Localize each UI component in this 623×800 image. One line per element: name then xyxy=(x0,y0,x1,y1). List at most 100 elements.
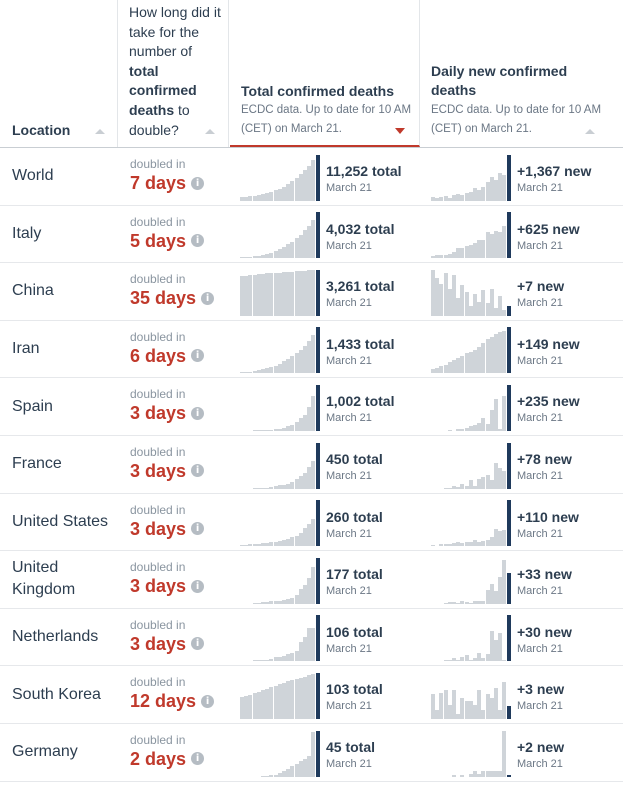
total-deaths-sparkline[interactable] xyxy=(240,613,320,662)
sparkline-bar-latest xyxy=(315,557,320,604)
sparkline-bar xyxy=(265,193,270,201)
total-deaths-count: 106 total xyxy=(326,623,383,640)
sort-up-icon[interactable] xyxy=(205,129,215,134)
info-icon[interactable]: i xyxy=(191,234,205,248)
sparkline-bar xyxy=(494,590,498,604)
daily-deaths-value: +149 new March 21 xyxy=(517,335,580,369)
total-deaths-count: 45 total xyxy=(326,738,376,755)
table-row[interactable]: Netherlands doubled in 3 days i 106 tota… xyxy=(0,609,623,667)
info-icon[interactable]: i xyxy=(201,291,215,305)
sparkline-bar-latest xyxy=(506,500,511,547)
total-deaths-sparkline[interactable] xyxy=(240,325,320,374)
daily-deaths-value: +78 new March 21 xyxy=(517,450,572,484)
sparkline-bar xyxy=(502,226,507,259)
total-deaths-sparkline[interactable] xyxy=(240,441,320,489)
total-deaths-count: 1,433 total xyxy=(326,335,395,352)
sparkline-bar xyxy=(277,272,282,316)
doubling-days: 12 days i xyxy=(130,689,215,713)
sparkline-bar xyxy=(261,254,265,259)
daily-deaths-sparkline[interactable] xyxy=(431,325,511,374)
table-row[interactable]: Italy doubled in 5 days i 4,032 total Ma… xyxy=(0,206,623,264)
column-header-doubling[interactable]: How long did it take for the number of t… xyxy=(119,0,229,147)
sparkline-bar xyxy=(502,659,507,662)
total-deaths-sparkline[interactable] xyxy=(240,153,320,201)
sparkline-bar xyxy=(477,601,482,604)
info-icon[interactable]: i xyxy=(191,522,205,536)
sparkline-bar xyxy=(447,253,452,259)
column-header-location[interactable]: Location xyxy=(0,0,118,147)
sparkline-bar-latest xyxy=(506,327,511,374)
total-deaths-sparkline[interactable] xyxy=(240,671,320,719)
table-row[interactable]: World doubled in 7 days i 11,252 total M… xyxy=(0,148,623,206)
daily-deaths-sparkline[interactable] xyxy=(431,613,511,662)
sparkline-bar xyxy=(460,774,465,777)
sparkline-bar xyxy=(290,241,295,259)
daily-deaths-date: March 21 xyxy=(517,412,563,425)
doubling-cell: doubled in 5 days i xyxy=(130,215,205,253)
sparkline-bar xyxy=(269,601,274,604)
sort-down-icon[interactable] xyxy=(395,128,405,134)
doubling-days: 3 days i xyxy=(130,517,205,541)
sparkline-bar-latest xyxy=(506,774,511,777)
table-row[interactable]: United Kingdom doubled in 3 days i 177 t… xyxy=(0,551,623,609)
total-deaths-sparkline[interactable] xyxy=(240,210,320,259)
info-icon[interactable]: i xyxy=(191,637,205,651)
table-row[interactable]: China doubled in 35 days i 3,261 total M… xyxy=(0,263,623,321)
table-row[interactable]: France doubled in 3 days i 450 total Mar… xyxy=(0,436,623,494)
total-deaths-sparkline[interactable] xyxy=(240,268,320,316)
sparkline-bar xyxy=(252,196,257,201)
table-row[interactable]: Spain doubled in 3 days i 1,002 total Ma… xyxy=(0,378,623,436)
column-header-daily-deaths[interactable]: Daily new confirmed deaths ECDC data. Up… xyxy=(421,0,623,147)
daily-deaths-sparkline[interactable] xyxy=(431,383,511,431)
sparkline-bar xyxy=(485,653,490,662)
sparkline-bar xyxy=(473,486,477,489)
table-row[interactable]: South Korea doubled in 12 days i 103 tot… xyxy=(0,666,623,724)
sparkline-bar xyxy=(431,693,435,719)
sort-up-icon[interactable] xyxy=(585,129,595,134)
sparkline-bar xyxy=(447,705,452,719)
sparkline-bar xyxy=(464,486,469,489)
sparkline-bar xyxy=(435,255,440,259)
table-row[interactable]: United States doubled in 3 days i 260 to… xyxy=(0,494,623,552)
sparkline-bar xyxy=(498,232,503,259)
daily-deaths-sparkline[interactable] xyxy=(431,268,511,316)
sparkline-bar xyxy=(248,694,253,719)
sparkline-bar xyxy=(311,160,316,201)
total-deaths-sparkline[interactable] xyxy=(240,729,320,777)
total-deaths-sparkline[interactable] xyxy=(240,556,320,604)
info-icon[interactable]: i xyxy=(191,349,205,363)
sparkline-bar xyxy=(473,350,477,374)
doubling-days-value: 2 days xyxy=(130,748,187,769)
sparkline-bar xyxy=(311,566,316,604)
daily-deaths-sparkline[interactable] xyxy=(431,441,511,489)
table-row[interactable]: Iran doubled in 6 days i 1,433 total Mar… xyxy=(0,321,623,379)
info-icon[interactable]: i xyxy=(191,579,205,593)
column-header-total-deaths[interactable]: Total confirmed deaths ECDC data. Up to … xyxy=(230,0,420,147)
info-icon[interactable]: i xyxy=(191,752,205,766)
sparkline-bar xyxy=(498,577,503,604)
sparkline-bar xyxy=(498,173,503,201)
info-icon[interactable]: i xyxy=(191,406,205,420)
sparkline-bar xyxy=(273,774,278,777)
daily-deaths-sparkline[interactable] xyxy=(431,498,511,547)
sparkline-bar xyxy=(286,243,291,259)
daily-deaths-sparkline[interactable] xyxy=(431,210,511,259)
sparkline-bar xyxy=(269,774,274,777)
doubled-in-label: doubled in xyxy=(130,444,186,459)
sparkline-bar xyxy=(473,601,477,604)
total-deaths-sparkline[interactable] xyxy=(240,498,320,547)
daily-header-subtitle: ECDC data. Up to date for 10 AM (CET) on… xyxy=(431,104,602,135)
doubling-days: 35 days i xyxy=(130,286,215,310)
daily-deaths-sparkline[interactable] xyxy=(431,556,511,604)
info-icon[interactable]: i xyxy=(191,176,205,190)
sparkline-bar xyxy=(252,660,257,662)
daily-deaths-sparkline[interactable] xyxy=(431,153,511,201)
total-deaths-sparkline[interactable] xyxy=(240,383,320,431)
sort-up-icon[interactable] xyxy=(95,129,105,134)
table-row[interactable]: Germany doubled in 2 days i 45 total Mar… xyxy=(0,724,623,782)
daily-deaths-sparkline[interactable] xyxy=(431,729,511,777)
info-icon[interactable]: i xyxy=(201,694,215,708)
sparkline-bar-latest xyxy=(506,573,511,604)
info-icon[interactable]: i xyxy=(191,464,205,478)
daily-deaths-sparkline[interactable] xyxy=(431,671,511,719)
